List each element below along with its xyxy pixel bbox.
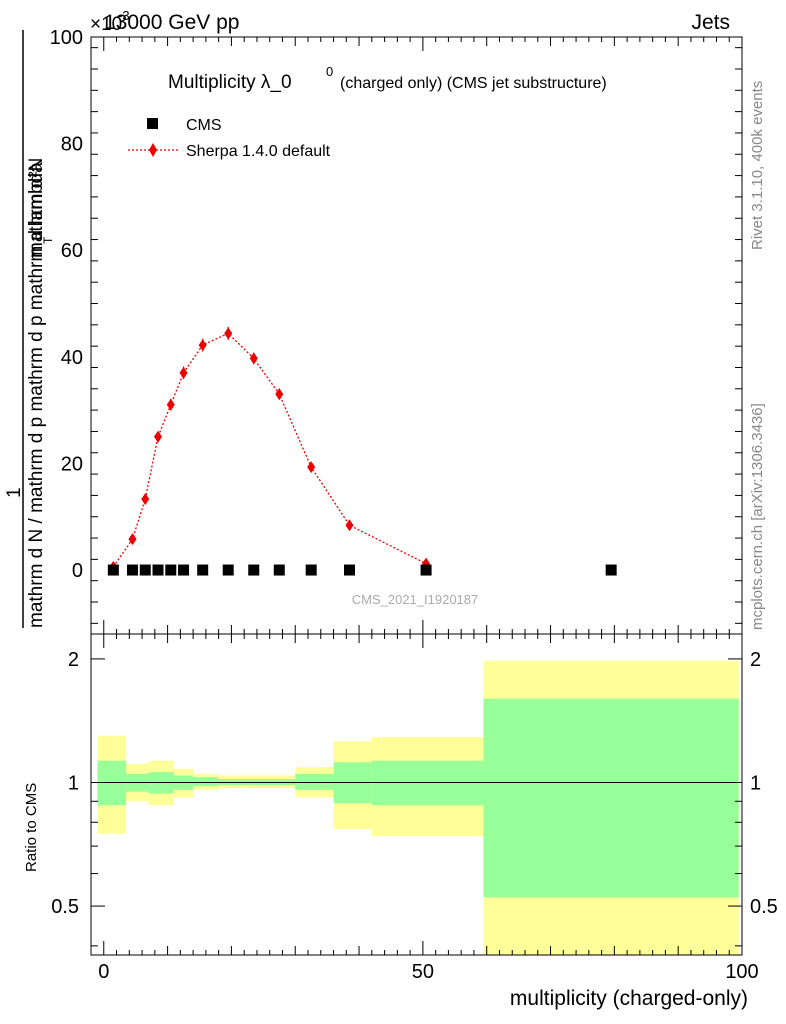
cms-point [107, 564, 119, 576]
ratio-band-inner-9 [371, 760, 484, 806]
header-energy: 13000 GeV pp [104, 11, 239, 34]
y-axis-title-one: 1 [4, 487, 25, 498]
ratio-frame [90, 633, 743, 956]
mcplots-label: mcplots.cern.ch [arXiv:1306.3436] [749, 403, 766, 630]
ratio-ytick-label-left-0.5: 0.5 [51, 896, 79, 918]
mc-point [154, 430, 163, 443]
plot-title: Multiplicity λ_0 0 (charged only) (CMS j… [168, 64, 607, 93]
cms-point [178, 564, 190, 576]
legend-mc-label: Sherpa 1.4.0 default [186, 143, 331, 160]
cms-point [273, 564, 285, 576]
cms-point [343, 564, 355, 576]
plot-title-main: Multiplicity λ_0 [168, 72, 292, 93]
mc-point [275, 388, 284, 401]
analysis-watermark: CMS_2021_I1920187 [352, 592, 479, 607]
x-axis-title: multiplicity (charged-only) [510, 987, 748, 1010]
main-ytick-label-0: 0 [72, 560, 83, 582]
plot-title-sup: 0 [326, 64, 333, 79]
ratio-y-axis-title: Ratio to CMS [23, 783, 40, 872]
ratio-ytick-label-right-2: 2 [750, 649, 761, 671]
ratio-band-inner-4 [193, 777, 219, 787]
main-ytick-label-80: 80 [61, 134, 83, 156]
xtick-label-50: 50 [412, 961, 434, 983]
ratio-band-inner-10 [483, 698, 739, 898]
main-ytick-label-40: 40 [61, 347, 83, 369]
cms-point [222, 564, 234, 576]
cms-point [305, 564, 317, 576]
y-exponent-base: ×10 [90, 14, 122, 35]
mc-point [179, 366, 188, 379]
mc-series-line [112, 332, 427, 568]
cms-point [152, 564, 164, 576]
legend-cms-label: CMS [186, 117, 222, 134]
header-process: Jets [691, 11, 730, 34]
mc-point [166, 398, 175, 411]
ratio-band-inner-7 [295, 773, 334, 790]
main-ytick-label-20: 20 [61, 453, 83, 475]
main-ytick-label-100: 100 [50, 27, 83, 49]
cms-point [126, 564, 138, 576]
mc-point [198, 339, 207, 352]
y-axis-title-denominator: mathrm d N / mathrm d p mathrm d p mathr… [26, 162, 47, 628]
mc-point [128, 533, 137, 546]
legend-cms-marker [147, 118, 158, 129]
cms-point [197, 564, 209, 576]
ratio-ytick-label-left-1: 1 [68, 772, 79, 794]
y-exponent-power: -3 [118, 8, 130, 23]
cms-point [605, 564, 617, 576]
y-axis-title-subscript: T [41, 236, 55, 244]
main-ytick-label-60: 60 [61, 240, 83, 262]
mc-point [141, 493, 150, 506]
mc-point [345, 519, 354, 532]
cms-point [139, 564, 151, 576]
plot-title-suffix: (charged only) (CMS jet substructure) [340, 75, 607, 92]
mc-point [249, 352, 258, 365]
y-exponent: ×10 -3 [90, 8, 130, 35]
cms-point [165, 564, 177, 576]
cms-point [420, 564, 432, 576]
mc-point [307, 461, 316, 474]
main-panel: 0 20 40 60 80 100 [50, 27, 743, 635]
rivet-label: Rivet 3.1.10, 400k events [749, 81, 766, 250]
legend-mc-marker [149, 143, 157, 157]
ratio-panel: 0.5 0.5 1 1 2 2 0 50 100 [51, 633, 778, 983]
xtick-label-100: 100 [725, 961, 758, 983]
y-axis-title: mathrm d²N T 1 mathrm d N / mathrm d p m… [4, 30, 55, 628]
cms-point [248, 564, 260, 576]
y-axis-title-numerator: mathrm d²N [26, 158, 47, 258]
xtick-label-0: 0 [98, 961, 109, 983]
legend: CMS Sherpa 1.4.0 default [128, 117, 331, 160]
ratio-ytick-label-right-1: 1 [750, 772, 761, 794]
ratio-band-inner-0 [97, 760, 127, 806]
mc-point [224, 327, 233, 340]
ratio-ytick-label-left-2: 2 [68, 649, 79, 671]
ratio-ytick-label-right-0.5: 0.5 [750, 896, 778, 918]
